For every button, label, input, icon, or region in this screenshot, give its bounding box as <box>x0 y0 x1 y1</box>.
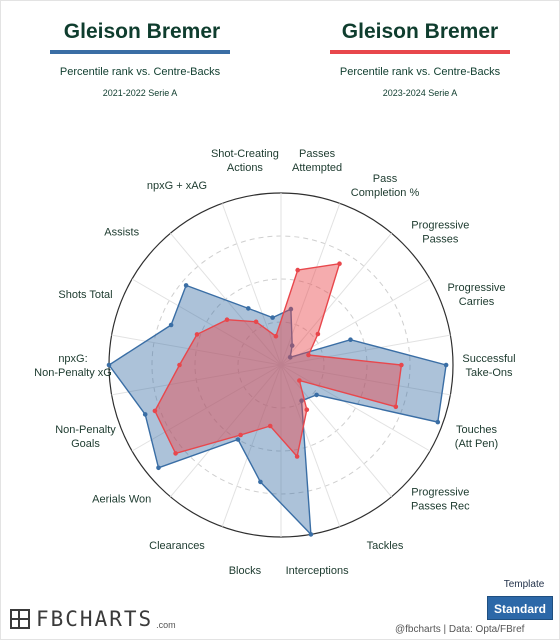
series-2-point <box>304 407 310 413</box>
category-label: Assists <box>104 226 139 238</box>
series-1-point <box>156 465 161 471</box>
right-season: 2023-2024 Serie A <box>382 88 458 98</box>
fbcharts-logo: FBCHARTS .com <box>10 606 176 632</box>
category-label: Aerials Won <box>92 494 151 506</box>
category-label: Tackles <box>367 540 404 552</box>
right-subtitle: Percentile rank vs. Centre-Backs <box>339 66 501 78</box>
series-1-point <box>183 283 189 288</box>
series-1-point <box>314 392 319 398</box>
series-1-point <box>288 306 294 312</box>
radar-sector-line <box>221 203 282 366</box>
series-1-point <box>287 355 293 360</box>
radar-grid-ring <box>194 278 368 452</box>
series-1-point <box>308 532 314 537</box>
series-1-point <box>299 398 304 404</box>
left-player-underline <box>50 50 230 54</box>
radar-sector-line <box>280 364 431 452</box>
series-2-point <box>177 362 182 368</box>
left-season: 2021-2022 Serie A <box>102 88 178 98</box>
category-label: npxG + xAG <box>147 180 207 192</box>
radar-sector-line <box>280 278 431 366</box>
category-label: Progressive Passes Rec <box>411 487 470 513</box>
category-label: Touches (Att Pen) <box>455 424 498 450</box>
radar-sector-line <box>221 364 282 527</box>
series-2-point <box>224 317 230 323</box>
template-label: Template <box>503 579 545 590</box>
series-1-point <box>435 419 441 425</box>
series-1-point <box>168 322 174 328</box>
logo-suffix: .com <box>156 620 176 630</box>
series-2-point <box>152 408 158 414</box>
series-2-point <box>294 454 300 459</box>
series-2-point <box>306 352 311 358</box>
radar-sector-line <box>170 232 282 366</box>
series-1-point <box>142 412 148 417</box>
series-2-point <box>267 423 273 429</box>
category-label: Pass Completion % <box>351 173 420 199</box>
pitch-icon <box>10 609 30 629</box>
category-label: npxG: Non-Penalty xG <box>34 353 112 379</box>
radar-sector-line <box>280 364 341 527</box>
logo-text: FBCHARTS <box>36 607 154 631</box>
category-label: Shot-Creating Actions <box>211 148 279 174</box>
series-2-point <box>337 261 342 267</box>
category-label: Shots Total <box>58 289 112 301</box>
series-1-point <box>235 437 241 442</box>
right-player-name: Gleison Bremer <box>341 20 499 43</box>
category-label: Progressive Passes <box>411 219 469 245</box>
radar-sector-line <box>131 364 282 452</box>
category-label: Clearances <box>149 540 205 552</box>
radar-sector-line <box>280 203 341 366</box>
radar-sector-line <box>280 364 451 396</box>
left-subtitle: Percentile rank vs. Centre-Backs <box>59 66 221 78</box>
series-2-point <box>295 267 301 273</box>
series-1-point <box>348 337 353 343</box>
series-1-point <box>443 362 449 368</box>
series-1-point <box>258 479 263 485</box>
radar-sector-line <box>111 364 282 396</box>
template-standard-button[interactable]: Standard <box>487 596 553 620</box>
series-1-point <box>246 306 251 311</box>
radar-sector-line <box>280 364 392 498</box>
series-2-point <box>238 432 243 438</box>
series-1-point <box>106 362 112 368</box>
radar-sector-line <box>170 364 282 498</box>
series-2-point <box>273 333 279 339</box>
radar-sector-line <box>280 232 392 366</box>
category-label: Non-Penalty Goals <box>55 424 116 450</box>
series-1-point <box>270 315 275 320</box>
category-label: Progressive Carries <box>447 282 505 308</box>
left-player-name: Gleison Bremer <box>63 20 221 43</box>
right-player-underline <box>330 50 510 54</box>
category-label: Passes Attempted <box>292 148 342 174</box>
category-label: Successful Take-Ons <box>462 353 515 379</box>
series-2-point <box>253 319 259 325</box>
radar-sector-line <box>280 334 451 366</box>
radar-sector-line <box>111 334 282 366</box>
category-label: Interceptions <box>286 565 349 577</box>
series-2-point <box>399 362 404 368</box>
radar-sector-line <box>131 278 282 366</box>
data-credit: @fbcharts | Data: Opta/FBref <box>395 624 525 635</box>
category-label: Blocks <box>229 565 262 577</box>
series-1-point <box>289 343 295 348</box>
series-2-point <box>194 332 200 337</box>
series-2-point <box>315 331 321 337</box>
series-2-point <box>393 404 399 410</box>
series-2-point <box>173 451 178 456</box>
series-2-point <box>297 378 302 383</box>
